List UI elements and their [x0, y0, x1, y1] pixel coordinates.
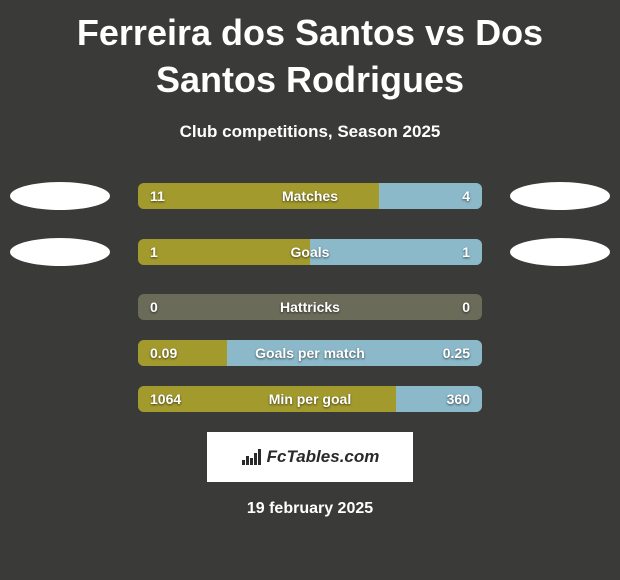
logo-text: FcTables.com: [267, 447, 380, 467]
player-marker-right: [510, 182, 610, 210]
stat-bar-right-fill: [396, 386, 482, 412]
bar-chart-icon: [241, 448, 263, 466]
stat-bar: 11Goals: [138, 239, 482, 265]
stat-bar: 114Matches: [138, 183, 482, 209]
stat-bar-right-fill: [379, 183, 482, 209]
stat-bar-right-fill: [227, 340, 482, 366]
stat-value-left: 0: [138, 294, 170, 320]
stat-label: Hattricks: [138, 294, 482, 320]
page-subtitle: Club competitions, Season 2025: [0, 122, 620, 142]
stat-bar-right-fill: [310, 239, 482, 265]
stat-row: 0.090.25Goals per match: [5, 340, 615, 366]
stat-bar: 1064360Min per goal: [138, 386, 482, 412]
stat-value-right: 0: [450, 294, 482, 320]
page-title: Ferreira dos Santos vs Dos Santos Rodrig…: [0, 10, 620, 104]
stat-bar: 0 0Hattricks: [138, 294, 482, 320]
date-label: 19 february 2025: [0, 500, 620, 518]
stat-bar-left-fill: [138, 386, 396, 412]
stat-row: 1064360Min per goal: [5, 386, 615, 412]
stat-bar-left-fill: [138, 239, 310, 265]
player-marker-right: [510, 238, 610, 266]
logo-box: FcTables.com: [207, 432, 413, 482]
stat-bar-left-fill: [138, 183, 379, 209]
stat-row: 11Goals: [5, 238, 615, 266]
stats-section: 114Matches 11Goals 0 0Hattricks 0.090.25Goal…: [0, 182, 620, 412]
stat-bar-left-fill: [138, 340, 227, 366]
stat-bar: 0.090.25Goals per match: [138, 340, 482, 366]
player-marker-left: [10, 238, 110, 266]
player-marker-left: [10, 182, 110, 210]
stat-row: 114Matches: [5, 182, 615, 210]
stat-row: 0 0Hattricks: [5, 294, 615, 320]
